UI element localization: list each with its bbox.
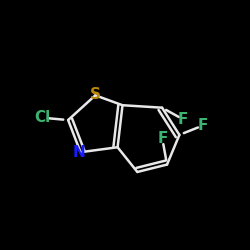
Text: F: F [198, 118, 208, 133]
Text: F: F [157, 131, 168, 146]
Text: S: S [90, 86, 101, 102]
Text: N: N [73, 145, 86, 160]
Text: Cl: Cl [34, 110, 50, 125]
Text: F: F [178, 112, 188, 127]
